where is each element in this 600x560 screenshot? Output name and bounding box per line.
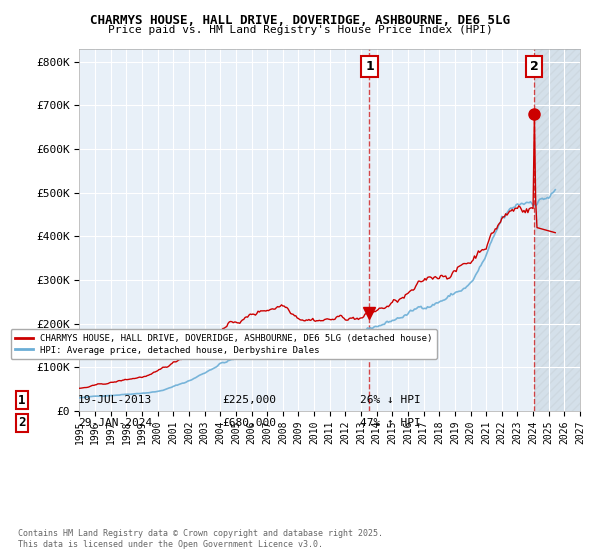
Bar	[535, 49, 580, 411]
Text: £225,000: £225,000	[222, 395, 276, 405]
Text: 1: 1	[365, 60, 374, 73]
Text: 47% ↑ HPI: 47% ↑ HPI	[360, 418, 421, 428]
Text: Contains HM Land Registry data © Crown copyright and database right 2025.
This d: Contains HM Land Registry data © Crown c…	[18, 529, 383, 549]
Text: 19-JUL-2013: 19-JUL-2013	[78, 395, 152, 405]
Bar	[535, 49, 580, 411]
Text: 29-JAN-2024: 29-JAN-2024	[78, 418, 152, 428]
Text: £680,000: £680,000	[222, 418, 276, 428]
Text: 1: 1	[18, 394, 25, 407]
Text: 26% ↓ HPI: 26% ↓ HPI	[360, 395, 421, 405]
Text: CHARMYS HOUSE, HALL DRIVE, DOVERIDGE, ASHBOURNE, DE6 5LG: CHARMYS HOUSE, HALL DRIVE, DOVERIDGE, AS…	[90, 14, 510, 27]
Legend: CHARMYS HOUSE, HALL DRIVE, DOVERIDGE, ASHBOURNE, DE6 5LG (detached house), HPI: : CHARMYS HOUSE, HALL DRIVE, DOVERIDGE, AS…	[11, 329, 437, 359]
Text: 2: 2	[18, 416, 25, 430]
Text: Price paid vs. HM Land Registry's House Price Index (HPI): Price paid vs. HM Land Registry's House …	[107, 25, 493, 35]
Text: 2: 2	[530, 60, 539, 73]
